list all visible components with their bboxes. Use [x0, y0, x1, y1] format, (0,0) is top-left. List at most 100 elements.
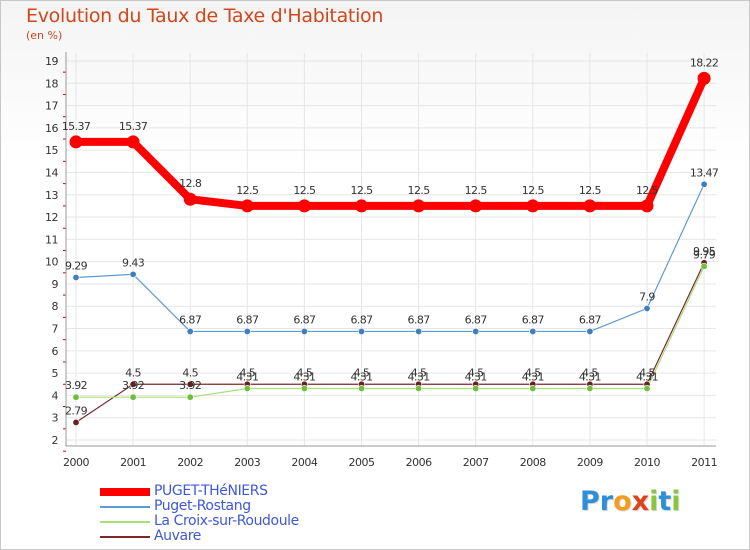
- data-label: 6.87: [293, 313, 316, 326]
- data-point: [72, 418, 80, 426]
- data-label: 6.87: [179, 313, 202, 326]
- data-label: 4.31: [522, 371, 544, 384]
- series-line-0: [72, 74, 709, 210]
- data-label: 4.5: [639, 366, 655, 379]
- data-label: 12.5: [522, 184, 545, 197]
- data-point: [297, 199, 311, 213]
- y-tick-label: 5: [52, 367, 59, 380]
- data-point: [72, 393, 80, 401]
- data-point: [126, 135, 140, 149]
- data-label: 12.5: [293, 184, 316, 197]
- y-tick-label: 4: [52, 389, 59, 402]
- data-point: [529, 327, 537, 335]
- data-label: 4.5: [239, 366, 255, 379]
- y-tick-label: 6: [52, 345, 59, 358]
- y-tick-label: 11: [45, 233, 58, 246]
- data-point: [186, 380, 194, 388]
- brand-letter: t: [658, 486, 672, 517]
- data-label: 3.92: [179, 379, 201, 392]
- data-label: 4.31: [350, 371, 372, 384]
- data-point: [643, 385, 651, 393]
- data-point: [300, 385, 308, 393]
- data-point: [129, 270, 137, 278]
- y-tick-label: 7: [52, 323, 59, 336]
- legend-label: Puget-Rostang: [154, 498, 251, 514]
- data-point: [472, 385, 480, 393]
- data-point: [183, 192, 197, 206]
- y-tick-label: 10: [45, 256, 58, 269]
- data-label: 4.5: [354, 366, 370, 379]
- data-label: 4.31: [579, 371, 601, 384]
- brand-letter: i: [649, 486, 659, 517]
- y-tick-label: 3: [52, 412, 59, 425]
- data-point: [472, 327, 480, 335]
- data-label: 9.29: [65, 259, 88, 272]
- x-tick-label: 2003: [234, 456, 260, 469]
- series-line-3: [75, 262, 705, 423]
- x-tick-label: 2002: [177, 456, 203, 469]
- legend-swatch: [100, 488, 150, 496]
- data-point: [412, 199, 426, 213]
- data-point: [640, 199, 654, 213]
- y-tick-label: 12: [45, 211, 58, 224]
- data-label: 12.5: [236, 184, 259, 197]
- data-label: 12.5: [579, 184, 602, 197]
- data-point: [72, 273, 80, 281]
- x-tick-label: 2000: [63, 456, 89, 469]
- data-point: [469, 199, 483, 213]
- data-point: [526, 199, 540, 213]
- x-tick-label: 2007: [463, 456, 489, 469]
- x-tick-label: 2005: [349, 456, 375, 469]
- chart-subtitle: (en %): [26, 29, 63, 42]
- chart-title: Evolution du Taux de Taxe d'Habitation: [26, 5, 384, 27]
- data-label: 3.92: [65, 379, 87, 392]
- data-point: [357, 385, 365, 393]
- y-tick-label: 17: [45, 100, 58, 113]
- data-point: [700, 180, 708, 188]
- data-point: [69, 135, 83, 149]
- data-label: 4.31: [293, 371, 315, 384]
- legend-label: PUGET-THéNIERS: [154, 483, 268, 499]
- x-tick-label: 2004: [291, 456, 317, 469]
- data-label: 4.31: [408, 371, 430, 384]
- series-line-1: [75, 183, 705, 333]
- data-point: [586, 385, 594, 393]
- data-label: 6.87: [236, 313, 259, 326]
- x-tick-label: 2010: [634, 456, 660, 469]
- y-tick-label: 19: [45, 55, 58, 68]
- data-label: 9.95: [693, 245, 716, 258]
- data-point: [643, 304, 651, 312]
- data-label: 13.47: [690, 166, 719, 179]
- data-label: 15.37: [119, 120, 148, 133]
- legend-swatch: [100, 521, 150, 523]
- data-label: 12.5: [636, 184, 659, 197]
- data-label: 15.37: [62, 120, 91, 133]
- x-tick-label: 2006: [406, 456, 432, 469]
- x-tick-label: 2001: [120, 456, 146, 469]
- brand-letter: i: [671, 486, 681, 517]
- data-label: 6.87: [350, 313, 373, 326]
- data-point: [700, 262, 708, 270]
- data-point: [583, 199, 597, 213]
- x-tick-label: 2011: [691, 456, 717, 469]
- y-tick-label: 8: [52, 300, 59, 313]
- data-label: 3.92: [122, 379, 144, 392]
- data-label: 4.5: [468, 366, 484, 379]
- y-tick-label: 16: [45, 122, 58, 135]
- data-point: [697, 71, 711, 85]
- data-point: [129, 380, 137, 388]
- data-label: 12.8: [179, 177, 202, 190]
- data-label: 4.31: [636, 371, 658, 384]
- data-point: [243, 327, 251, 335]
- data-label: 4.5: [182, 366, 198, 379]
- brand-logo: Proxiti: [580, 486, 681, 517]
- brand-letter: P: [580, 486, 600, 517]
- y-tick-label: 14: [45, 166, 58, 179]
- data-label: 12.5: [465, 184, 488, 197]
- data-label: 4.5: [297, 366, 313, 379]
- data-label: 4.31: [236, 371, 258, 384]
- brand-letter: o: [613, 486, 632, 517]
- y-tick-label: 9: [52, 278, 59, 291]
- data-label: 6.87: [408, 313, 431, 326]
